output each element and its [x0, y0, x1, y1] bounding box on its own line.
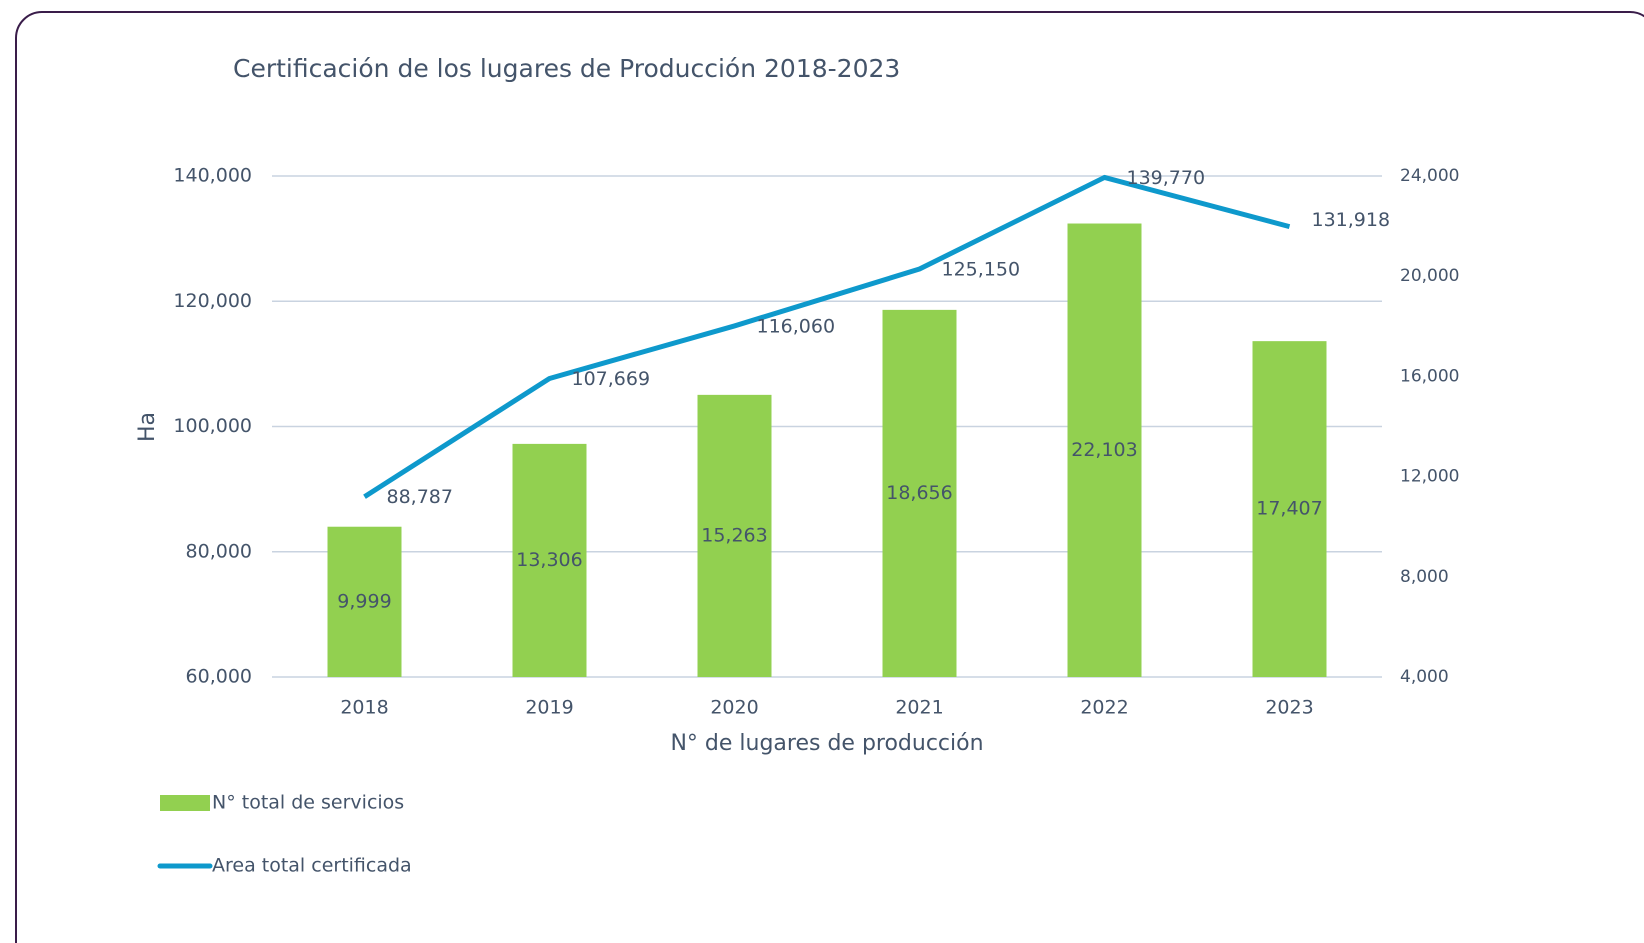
legend-swatch [160, 795, 210, 811]
y2-tick-label: 8,000 [1400, 567, 1449, 587]
y-tick-label: 100,000 [173, 415, 252, 437]
y-tick-label: 80,000 [186, 540, 252, 562]
line-value-label: 125,150 [942, 258, 1021, 280]
x-tick-label: 2021 [895, 697, 943, 719]
x-axis-title: N° de lugares de producción [670, 731, 983, 756]
line-value-label: 116,060 [757, 315, 836, 337]
line-value-label: 107,669 [572, 368, 651, 390]
line [363, 174, 1291, 499]
x-tick-label: 2023 [1265, 697, 1313, 719]
line-value-label: 88,787 [387, 486, 453, 508]
y2-tick-label: 20,000 [1400, 266, 1459, 286]
bar [697, 394, 772, 677]
y2-tick-label: 24,000 [1400, 166, 1459, 186]
y2-tick-label: 16,000 [1400, 366, 1459, 386]
bar [327, 526, 402, 677]
bar [1252, 341, 1327, 677]
bar [882, 309, 957, 677]
bar-value-label: 9,999 [337, 590, 391, 612]
bar [512, 443, 587, 677]
bar-value-label: 15,263 [701, 524, 767, 546]
bar-value-label: 13,306 [516, 549, 582, 571]
y2-tick-label: 4,000 [1400, 667, 1449, 687]
chart-frame [15, 11, 1644, 943]
line-value-label: 139,770 [1127, 167, 1206, 189]
line-value-label: 131,918 [1312, 209, 1391, 231]
bar-value-label: 17,407 [1256, 498, 1322, 520]
x-tick-label: 2018 [340, 697, 388, 719]
legend-label: Area total certificada [212, 855, 412, 877]
bar [1067, 223, 1142, 678]
bar-value-label: 22,103 [1071, 439, 1137, 461]
chart-title: Certificación de los lugares de Producci… [233, 54, 900, 83]
x-tick-label: 2019 [525, 697, 573, 719]
y-tick-label: 60,000 [186, 666, 252, 688]
y-axis-title: Ha [135, 412, 160, 442]
legend-label: N° total de servicios [212, 792, 404, 814]
y-tick-label: 120,000 [173, 290, 252, 312]
bar-value-label: 18,656 [886, 482, 952, 504]
x-tick-label: 2020 [710, 697, 758, 719]
y-tick-label: 140,000 [173, 165, 252, 187]
y2-tick-label: 12,000 [1400, 467, 1459, 487]
x-tick-label: 2022 [1080, 697, 1128, 719]
